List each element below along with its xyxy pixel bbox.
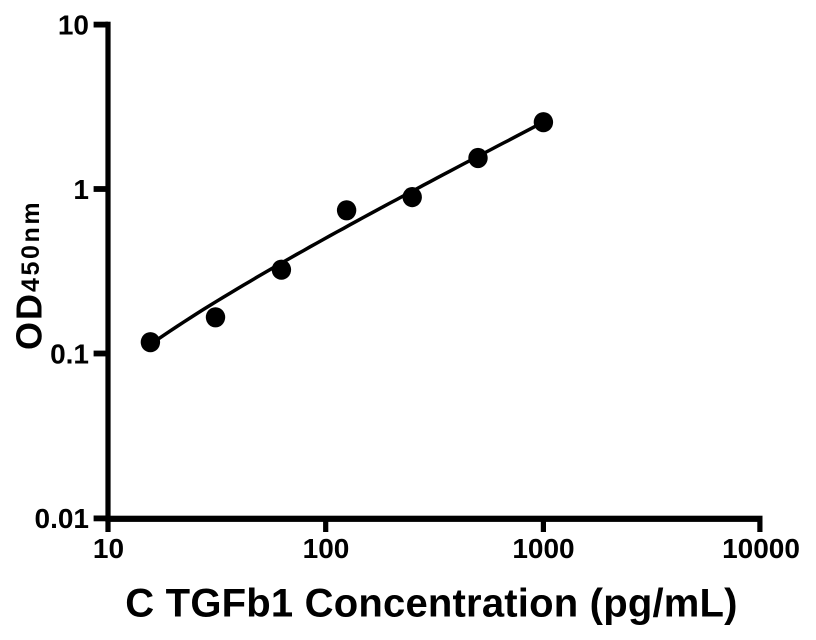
svg-text:1: 1 [73, 174, 89, 205]
svg-text:10000: 10000 [722, 533, 800, 564]
svg-text:0.1: 0.1 [50, 338, 89, 369]
svg-text:100: 100 [303, 533, 350, 564]
svg-text:C TGFb1 Concentration (pg/mL): C TGFb1 Concentration (pg/mL) [125, 582, 737, 626]
svg-text:10: 10 [93, 533, 124, 564]
svg-text:10: 10 [58, 9, 89, 40]
svg-text:1000: 1000 [512, 533, 574, 564]
svg-text:0.01: 0.01 [35, 503, 90, 534]
